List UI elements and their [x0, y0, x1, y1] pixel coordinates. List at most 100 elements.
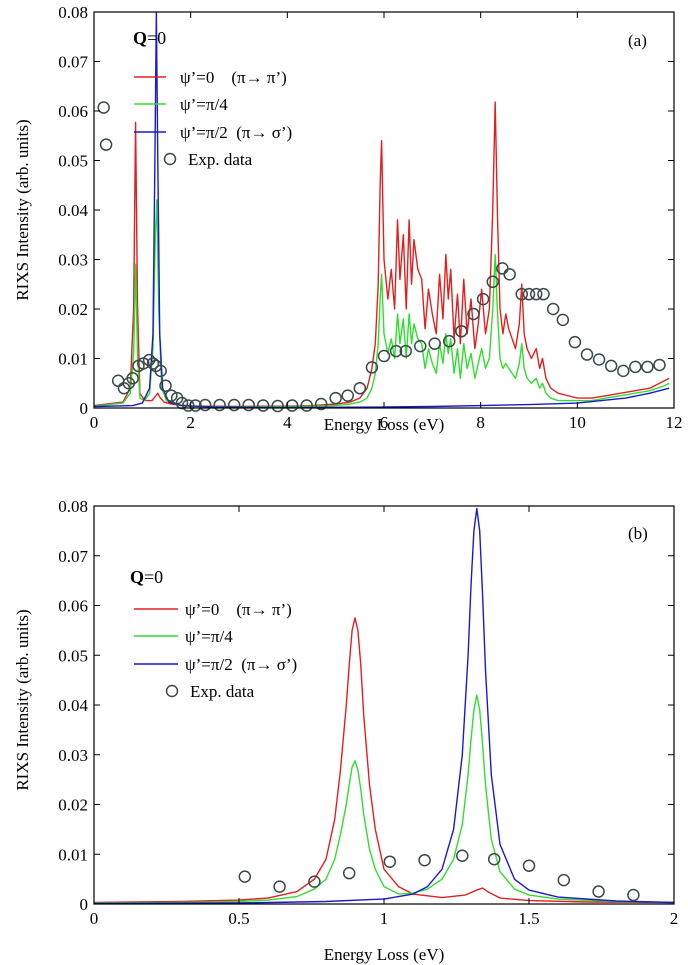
panel-a-exp-data-point [365, 361, 379, 374]
panel-a-exp-data-point [111, 374, 125, 388]
panel-a-exp-data-point [580, 348, 594, 361]
panel-a-x-tick-label: 6 [380, 413, 389, 432]
panel-b-y-axis-label: RIXS Intensity (arb. units) [13, 609, 32, 790]
panel-a-exp-data-point [486, 275, 499, 289]
panel-a-exp-data-point [314, 397, 328, 411]
panel-a-exp-data-point [399, 344, 412, 358]
panel-b-exp-data-point [456, 849, 469, 862]
panel-b-series-line-psi0 [94, 617, 674, 904]
panel-a-exp-data-point [629, 360, 642, 374]
panel-a-y-tick-label: 0.06 [58, 102, 88, 121]
panel-b-series-line-psi-pi2 [94, 507, 674, 904]
panel-a-exp-data-point [389, 344, 403, 358]
panel-a-exp-data-point [467, 307, 480, 321]
panel-a-exp-data-point [617, 364, 630, 378]
panel-b-exp-data-point [627, 888, 640, 902]
panel-a-exp-data-point [503, 268, 516, 281]
panel-a-y-axis-label: RIXS Intensity (arb. units) [13, 119, 32, 300]
panel-b-chart: 0 0.5 1 1.5 2 0 0.01 0.02 0.03 0.04 0.05 0.06 0.07 0.… [13, 497, 678, 964]
panel-a-y-tick-label: 0 [80, 399, 89, 418]
panel-a-q-value: =0 [147, 28, 166, 48]
panel-a-y-tick-label: 0.01 [58, 350, 88, 369]
panel-a-exp-data-point [159, 379, 172, 392]
panel-a-x-tick-label: 0 [90, 413, 99, 432]
panel-b-exp-data-point [487, 852, 501, 866]
panel-a-exp-data-point [653, 358, 666, 372]
panel-a-exp-data-point [341, 389, 354, 402]
panel-a-x-tick-label: 2 [186, 413, 195, 432]
panel-a-exp-data-point [271, 399, 284, 413]
panel-a-y-tick-label: 0.05 [58, 152, 88, 171]
panel-b-legend-label-psi0: ψ’=0 (π→ π’) [185, 600, 292, 619]
panel-a-x-axis-label: Energy Loss (eV) [324, 415, 445, 434]
panel-b-exp-data-point [383, 855, 397, 868]
panel-b-y-tick-label: 0.04 [58, 696, 88, 715]
panel-b-exp-data-point [238, 870, 252, 883]
panel-a-exp-data-point [227, 398, 241, 412]
panel-b-label: (b) [628, 524, 648, 543]
panel-a-x-tick-label: 12 [666, 413, 683, 432]
panel-a-exp-data-point [189, 399, 202, 412]
panel-a-exp-data-point [476, 292, 490, 306]
panel-b-x-tick-label: 2 [670, 909, 679, 928]
panel-b-y-tick-label: 0.03 [58, 746, 88, 765]
panel-a-exp-data-point [455, 325, 468, 338]
panel-a-legend-marker-exp [163, 152, 177, 166]
panel-a-exp-data-point [353, 381, 367, 395]
panel-a-legend-label-psi-pi4: ψ’=π/4 [180, 95, 228, 114]
panel-a-exp-data-point [443, 334, 456, 348]
panel-a-exp-data-point [592, 353, 606, 366]
panel-a-legend-label-psi-pi2: ψ’=π/2 (π→ σ’) [180, 123, 292, 142]
panel-b-exp-data-point [308, 875, 321, 888]
panel-a-exp-data-point [97, 101, 110, 114]
panel-b-legend-label-psi-pi4: ψ’=π/4 [185, 627, 233, 646]
panel-a-exp-data-point [568, 335, 582, 349]
panel-b-x-tick-label: 1.5 [518, 909, 539, 928]
panel-b-q-annotation: Q=0 [130, 567, 163, 587]
panel-a-exp-data-point [515, 287, 528, 301]
panel-a-y-tick-label: 0.04 [58, 201, 88, 220]
panel-a-label: (a) [628, 31, 647, 50]
panel-a-legend-label-psi0: ψ’=0 (π→ π’) [180, 68, 287, 87]
panel-a-chart: 0 2 4 6 8 10 12 0 0.01 0.02 0.03 0.04 0.05 0.06 0.07 0.… [13, 3, 683, 434]
panel-b-plot-frame [93, 505, 675, 905]
panel-a-q-annotation: Q=0 [133, 28, 166, 48]
panel-b-exp-data-point [342, 866, 356, 880]
panel-a-plot-area: 0 2 4 6 8 10 12 0 0.01 0.02 0.03 0.04 0.05 0.06 0.07 0.… [58, 3, 682, 432]
panel-b-y-tick-label: 0.05 [58, 646, 88, 665]
panel-a-y-tick-label: 0.02 [58, 300, 88, 319]
panel-a-exp-data-point [377, 349, 391, 363]
panel-b-exp-data-point [273, 880, 286, 893]
panel-a-x-tick-label: 4 [283, 413, 292, 432]
panel-b-exp-data-point [592, 885, 605, 898]
panel-b-legend: ψ’=0 (π→ π’) ψ’=π/4 ψ’=π/2 (π→ σ’) Exp. … [134, 600, 297, 701]
panel-b-legend-label-exp: Exp. data [190, 682, 255, 701]
panel-b-x-tick-label: 0 [90, 909, 99, 928]
panel-a-y-tick-label: 0.08 [58, 3, 88, 22]
panel-a-exp-data-point [165, 389, 178, 402]
panel-b-exp-data-point [418, 853, 431, 867]
panel-a-exp-data-point [213, 398, 226, 412]
panel-a-exp-data-point [537, 287, 550, 301]
panel-a-exp-data-point [146, 357, 160, 370]
panel-b-q-value: =0 [144, 567, 163, 587]
panel-b-plot-area: 0 0.5 1 1.5 2 0 0.01 0.02 0.03 0.04 0.05 0.06 0.07 0.… [58, 497, 678, 928]
panel-a-exp-data-point [300, 399, 313, 412]
panel-a-exp-data-point [154, 364, 167, 378]
panel-a-exp-data-point [428, 337, 441, 350]
panel-b-y-tick-label: 0.06 [58, 597, 88, 616]
panel-a-exp-data-point [530, 287, 543, 301]
panel-a-x-tick-label: 10 [569, 413, 586, 432]
panel-b-q-symbol: Q [130, 567, 144, 587]
panel-a-q-symbol: Q [133, 28, 147, 48]
panel-a-exp-data-point [126, 372, 139, 385]
panel-b-legend-marker-exp [165, 684, 179, 698]
panel-a-y-tick-label: 0.03 [58, 251, 88, 270]
panel-b-y-tick-label: 0.08 [58, 497, 88, 516]
panel-a-exp-data-point [256, 399, 270, 412]
panel-b-legend-label-psi-pi2: ψ’=π/2 (π→ σ’) [185, 655, 297, 674]
panel-a-legend: ψ’=0 (π→ π’) ψ’=π/4 ψ’=π/2 (π→ σ’) Exp. … [134, 68, 292, 169]
panel-a-exp-data-point [604, 359, 618, 373]
panel-b-exp-data-point [522, 859, 536, 872]
